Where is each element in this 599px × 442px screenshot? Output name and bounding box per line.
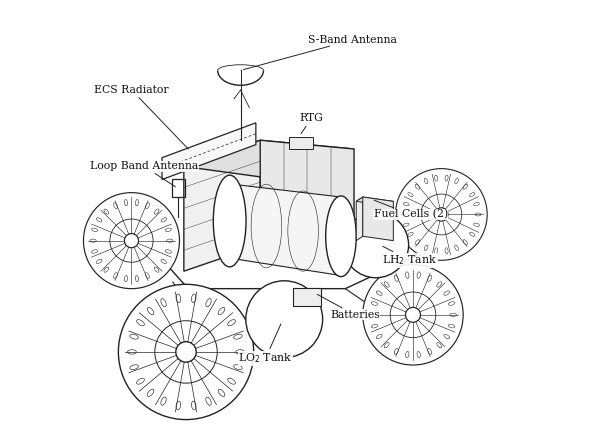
Circle shape bbox=[406, 307, 420, 322]
Text: LH$_2$ Tank: LH$_2$ Tank bbox=[382, 246, 437, 267]
Text: Batteries: Batteries bbox=[317, 294, 380, 320]
Text: Fuel Cells (2): Fuel Cells (2) bbox=[374, 200, 448, 220]
Polygon shape bbox=[356, 197, 394, 206]
Circle shape bbox=[435, 208, 448, 221]
FancyBboxPatch shape bbox=[289, 137, 313, 149]
Circle shape bbox=[119, 284, 253, 419]
Circle shape bbox=[83, 193, 180, 289]
Ellipse shape bbox=[326, 196, 356, 277]
Circle shape bbox=[246, 281, 323, 358]
Text: S-Band Antenna: S-Band Antenna bbox=[243, 35, 397, 70]
Polygon shape bbox=[356, 197, 363, 240]
Circle shape bbox=[176, 342, 196, 362]
Polygon shape bbox=[184, 140, 354, 179]
Text: LO$_2$ Tank: LO$_2$ Tank bbox=[238, 324, 293, 366]
Text: Loop Band Antenna: Loop Band Antenna bbox=[90, 161, 198, 187]
Circle shape bbox=[363, 265, 463, 365]
Polygon shape bbox=[229, 184, 341, 275]
Ellipse shape bbox=[213, 175, 246, 267]
Circle shape bbox=[395, 169, 487, 260]
Text: RTG: RTG bbox=[300, 114, 323, 133]
Circle shape bbox=[125, 233, 138, 248]
Circle shape bbox=[343, 212, 409, 278]
Polygon shape bbox=[363, 197, 394, 240]
Polygon shape bbox=[260, 140, 354, 263]
Polygon shape bbox=[184, 140, 260, 271]
Polygon shape bbox=[162, 123, 256, 179]
FancyBboxPatch shape bbox=[293, 288, 321, 306]
Text: ECS Radiator: ECS Radiator bbox=[95, 85, 189, 149]
